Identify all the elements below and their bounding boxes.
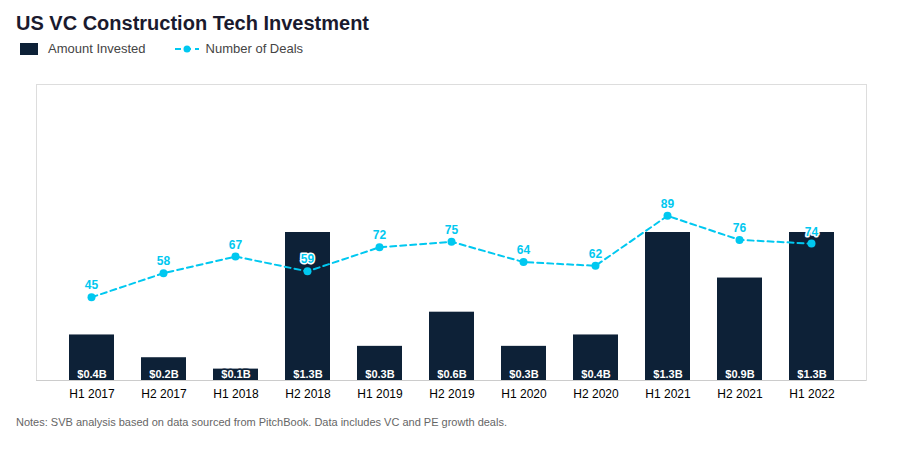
svg-text:$0.3B: $0.3B: [365, 368, 394, 380]
svg-text:$1.3B: $1.3B: [653, 368, 682, 380]
svg-text:H2 2017: H2 2017: [141, 387, 187, 401]
svg-text:H2 2018: H2 2018: [285, 387, 331, 401]
svg-text:76: 76: [733, 221, 747, 235]
svg-text:H2 2021: H2 2021: [717, 387, 763, 401]
svg-text:H1 2021: H1 2021: [645, 387, 691, 401]
html-text:Number of Deals: Number of Deals: [205, 41, 304, 56]
svg-text:$1.3B: $1.3B: [293, 368, 322, 380]
svg-text:H1 2019: H1 2019: [357, 387, 403, 401]
svg-text:45: 45: [85, 278, 99, 292]
svg-text:$0.9B: $0.9B: [725, 368, 754, 380]
html-text:US VC Construction Tech Invest: US VC Construction Tech Investment: [16, 12, 369, 34]
svg-text:H2 2019: H2 2019: [429, 387, 475, 401]
svg-text:$0.1B: $0.1B: [221, 368, 250, 380]
svg-text:$0.6B: $0.6B: [437, 368, 466, 380]
svg-text:67: 67: [229, 238, 243, 252]
svg-text:$0.4B: $0.4B: [581, 368, 610, 380]
svg-text:58: 58: [157, 254, 171, 268]
html-text:Notes: SVB analysis based on d: Notes: SVB analysis based on data source…: [16, 416, 507, 428]
svg-text:89: 89: [661, 197, 675, 211]
svg-text:64: 64: [517, 243, 531, 257]
svg-text:62: 62: [589, 247, 603, 261]
svg-text:$0.3B: $0.3B: [509, 368, 538, 380]
svg-text:H1 2022: H1 2022: [789, 387, 835, 401]
html-text:Amount Invested: Amount Invested: [48, 41, 146, 56]
svg-text:$0.2B: $0.2B: [149, 368, 178, 380]
svg-text:72: 72: [373, 228, 387, 242]
svg-text:59: 59: [301, 252, 315, 266]
svg-text:75: 75: [445, 223, 459, 237]
svg-text:$0.4B: $0.4B: [77, 368, 106, 380]
svg-text:H1 2017: H1 2017: [69, 387, 115, 401]
svg-text:74: 74: [805, 225, 819, 239]
svg-text:H1 2020: H1 2020: [501, 387, 547, 401]
svg-text:H1 2018: H1 2018: [213, 387, 259, 401]
svg-text:$1.3B: $1.3B: [797, 368, 826, 380]
svg-text:H2 2020: H2 2020: [573, 387, 619, 401]
